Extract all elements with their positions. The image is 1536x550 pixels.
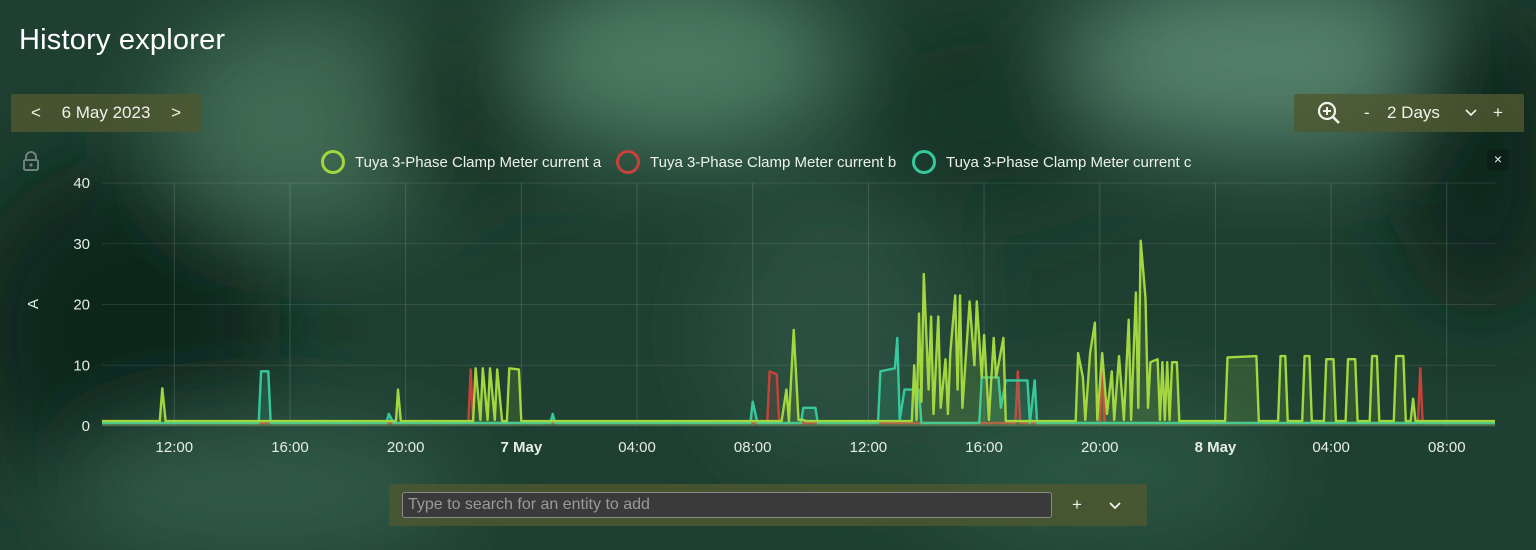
close-icon[interactable]: ×	[1487, 149, 1509, 171]
x-tick-label: 08:00	[734, 439, 772, 456]
lock-icon[interactable]	[22, 151, 40, 171]
x-tick-label: 20:00	[1081, 439, 1119, 456]
y-tick-label: 0	[82, 418, 90, 435]
x-tick-label: 7 May	[500, 439, 542, 456]
series-line-a[interactable]	[102, 239, 1495, 423]
chevron-down-icon[interactable]	[1107, 484, 1123, 526]
prev-date-button[interactable]: <	[31, 103, 41, 122]
legend-label-b: Tuya 3-Phase Clamp Meter current b	[650, 153, 897, 171]
next-date-button[interactable]: >	[171, 103, 181, 122]
zoom-controls: - 2 Days +	[1294, 94, 1524, 132]
x-tick-label: 04:00	[1312, 439, 1350, 456]
legend-marker-a	[321, 150, 345, 174]
page-title: History explorer	[19, 24, 226, 56]
x-tick-label: 08:00	[1428, 439, 1466, 456]
x-tick-label: 04:00	[618, 439, 656, 456]
date-navigator: < 6 May 2023 >	[11, 94, 201, 132]
y-tick-label: 20	[73, 297, 90, 314]
zoom-in-button[interactable]: +	[1493, 103, 1503, 122]
x-tick-label: 8 May	[1195, 439, 1237, 456]
x-tick-label: 12:00	[850, 439, 888, 456]
legend-label-a: Tuya 3-Phase Clamp Meter current a	[355, 153, 602, 171]
y-axis-label: A	[25, 299, 42, 309]
series-line-c[interactable]	[102, 336, 1495, 425]
y-tick-label: 40	[73, 175, 90, 192]
legend-item-current-b[interactable]: Tuya 3-Phase Clamp Meter current b	[616, 150, 896, 174]
y-tick-label: 10	[73, 357, 90, 374]
search-input[interactable]	[402, 492, 1052, 518]
legend-label-c: Tuya 3-Phase Clamp Meter current c	[946, 153, 1192, 171]
x-tick-label: 20:00	[387, 439, 425, 456]
add-entity-button[interactable]: +	[1072, 495, 1082, 514]
entity-search-bar: +	[389, 484, 1147, 526]
zoom-out-button[interactable]: -	[1364, 103, 1370, 122]
x-tick-label: 16:00	[965, 439, 1003, 456]
y-tick-label: 30	[73, 236, 90, 253]
range-select[interactable]: 2 Days	[1387, 103, 1440, 122]
history-chart: 0 10 20 30 40 12:00 16:00 20:00 7 May 04:00 08:00…	[25, 175, 1495, 456]
chevron-down-icon[interactable]	[1464, 94, 1478, 132]
x-tick-label: 16:00	[271, 439, 309, 456]
current-date[interactable]: 6 May 2023	[61, 103, 151, 122]
zoom-icon[interactable]	[1316, 94, 1342, 132]
legend-marker-b	[616, 150, 640, 174]
legend-item-current-a[interactable]: Tuya 3-Phase Clamp Meter current a	[321, 150, 601, 174]
legend-item-current-c[interactable]: Tuya 3-Phase Clamp Meter current c	[912, 150, 1191, 174]
x-tick-label: 12:00	[156, 439, 194, 456]
legend-marker-c	[912, 150, 936, 174]
